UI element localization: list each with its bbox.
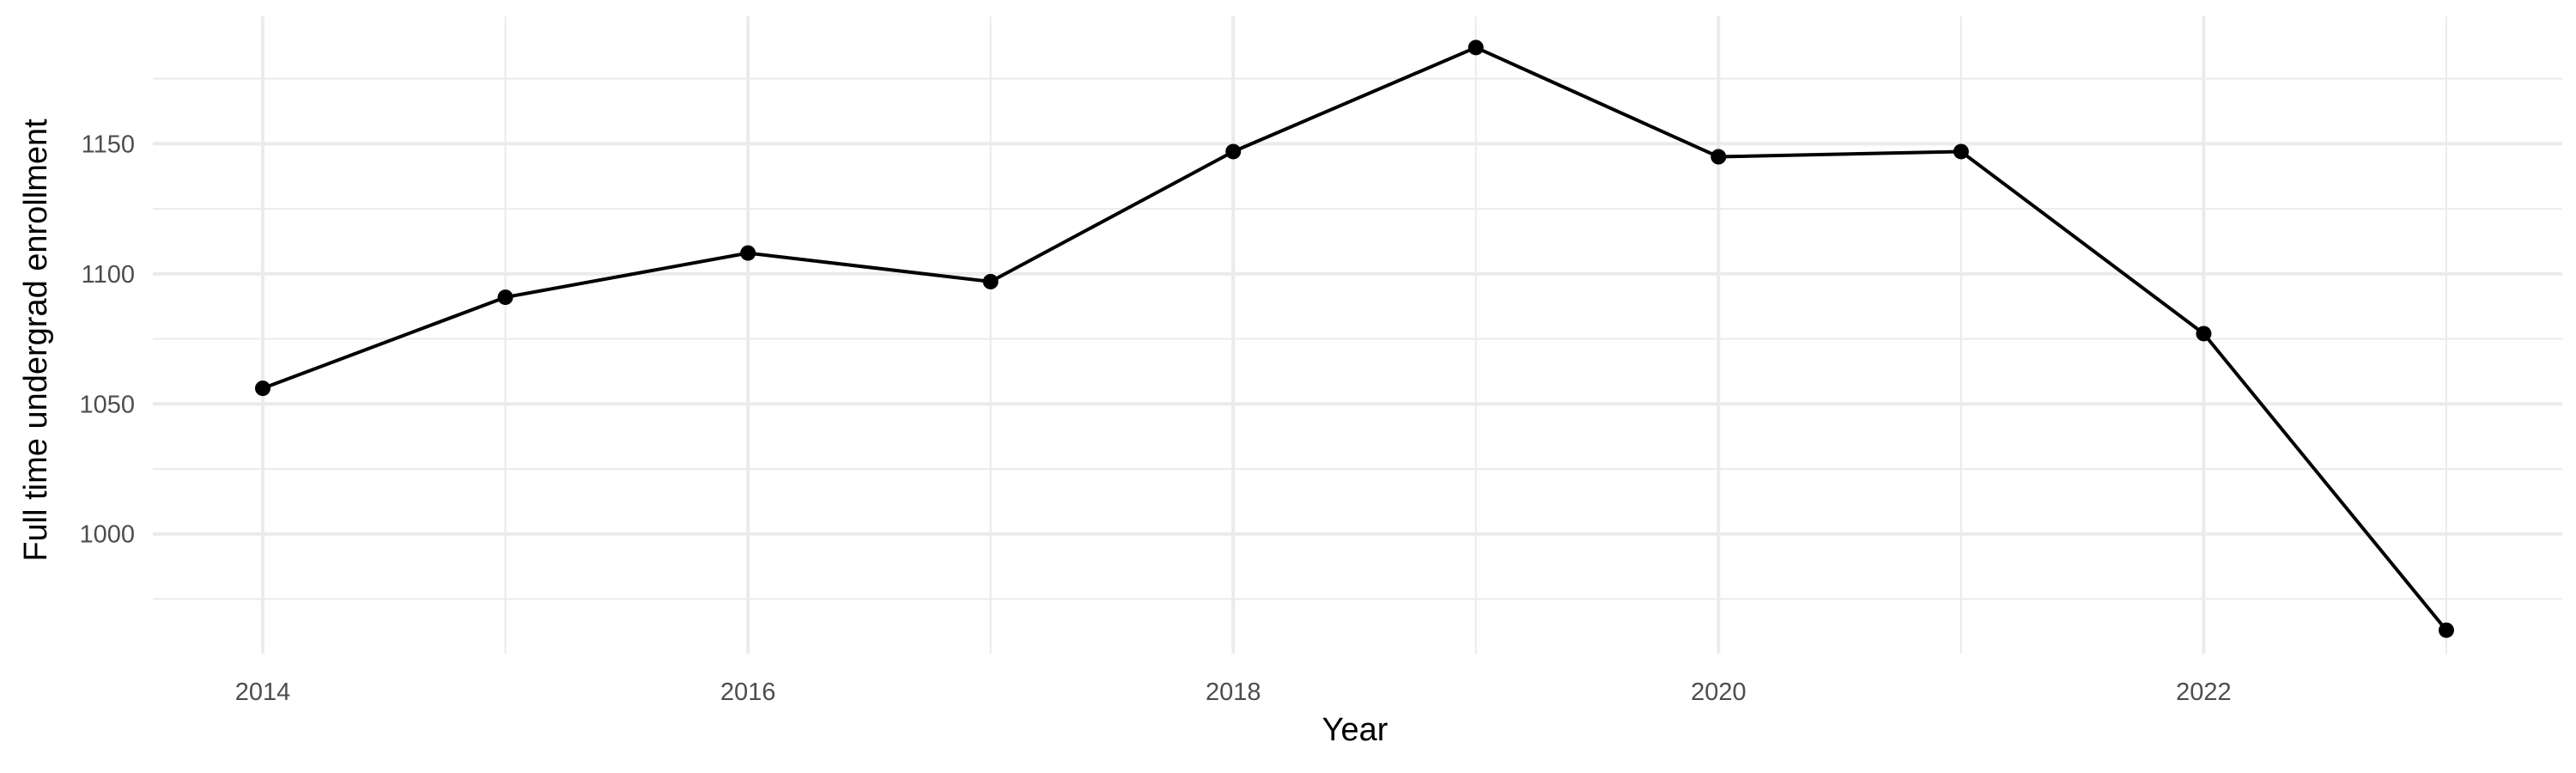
x-axis-title: Year <box>1322 712 1388 748</box>
data-point <box>1710 149 1727 165</box>
x-tick-label: 2014 <box>235 679 291 706</box>
data-point <box>2439 622 2454 638</box>
x-tick-label: 2018 <box>1206 679 1261 706</box>
data-point <box>1467 40 1484 56</box>
data-point <box>255 380 270 397</box>
data-point <box>982 273 999 289</box>
y-axis-title: Full time undergrad enrollment <box>18 119 54 562</box>
data-point <box>1953 143 1969 160</box>
x-axis-ticks: 2014 2016 2018 2020 2022 <box>235 679 2232 706</box>
data-point <box>497 289 513 306</box>
series <box>255 40 2454 638</box>
y-axis-ticks: 1000 1050 1100 1150 <box>79 131 135 548</box>
x-tick-label: 2022 <box>2176 679 2232 706</box>
y-tick-label: 1150 <box>82 131 135 158</box>
data-point <box>1225 143 1242 160</box>
data-point <box>740 245 756 261</box>
x-tick-label: 2020 <box>1691 679 1747 706</box>
data-point <box>2196 326 2212 342</box>
y-tick-label: 1050 <box>79 391 135 418</box>
y-tick-label: 1000 <box>79 521 135 549</box>
x-tick-label: 2016 <box>720 679 776 706</box>
series-line <box>262 46 2448 632</box>
y-tick-label: 1100 <box>82 261 135 289</box>
grid <box>153 16 2562 654</box>
